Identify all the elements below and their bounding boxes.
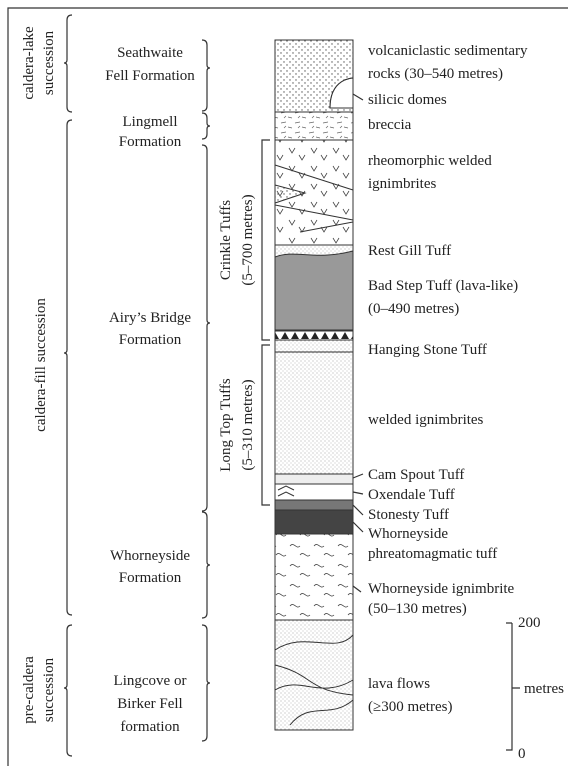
unit-label: Rest Gill Tuff: [368, 243, 451, 259]
formation-label: Formation: [119, 134, 182, 150]
scale-label: 0: [518, 746, 526, 762]
unit-label: silicic domes: [368, 92, 447, 108]
succession-label: caldera-fill succession: [33, 298, 49, 432]
unit-label: volcaniclastic sedimentary: [368, 43, 528, 59]
succession-label: caldera-lake: [21, 26, 37, 100]
formation-label: Formation: [119, 570, 182, 586]
formation-label: formation: [120, 719, 180, 735]
unit-label: Whorneyside: [368, 526, 448, 542]
formation-label: Whorneyside: [110, 548, 190, 564]
unit-label: (≥300 metres): [368, 699, 452, 715]
formation-label: Seathwaite: [117, 45, 183, 61]
formation-label: Formation: [119, 332, 182, 348]
succession-label: succession: [41, 30, 57, 95]
formation-label: Birker Fell: [117, 696, 182, 712]
scale-label: 200: [518, 615, 541, 631]
unit-label: Oxendale Tuff: [368, 487, 455, 503]
unit-label: (50–130 metres): [368, 601, 467, 617]
group-labels: Crinkle Tuffs (5–700 metres) Long Top Tu…: [218, 194, 256, 471]
formation-label: Lingmell: [123, 114, 178, 130]
formation-label: Fell Formation: [105, 68, 195, 84]
unit-label: Stonesty Tuff: [368, 507, 449, 523]
group-label: (5–310 metres): [240, 379, 256, 470]
unit-label: ignimbrites: [368, 176, 436, 192]
unit-labels: volcaniclastic sedimentary rocks (30–540…: [368, 43, 528, 715]
diagram: caldera-lake succession caldera-fill suc…: [0, 0, 576, 766]
unit-label: phreatomagmatic tuff: [368, 546, 497, 562]
scale: 200 metres 0: [518, 615, 564, 762]
unit-label: rocks (30–540 metres): [368, 66, 503, 82]
succession-label: pre-caldera: [21, 656, 37, 724]
succession-label: succession: [41, 657, 57, 722]
unit-label: Hanging Stone Tuff: [368, 342, 487, 358]
unit-label: Whorneyside ignimbrite: [368, 581, 515, 597]
unit-label: Cam Spout Tuff: [368, 467, 464, 483]
group-label: (5–700 metres): [240, 194, 256, 285]
group-label: Crinkle Tuffs: [218, 200, 234, 280]
unit-label: lava flows: [368, 676, 430, 692]
scale-label: metres: [524, 681, 564, 697]
unit-label: welded ignimbrites: [368, 412, 484, 428]
unit-label: rheomorphic welded: [368, 153, 492, 169]
column: [275, 40, 353, 730]
unit-label: breccia: [368, 117, 412, 133]
succession-labels: caldera-lake succession caldera-fill suc…: [21, 26, 57, 724]
unit-label: (0–490 metres): [368, 301, 459, 317]
formation-labels: Seathwaite Fell Formation Lingmell Forma…: [105, 45, 195, 735]
unit-label: Bad Step Tuff (lava-like): [368, 278, 518, 294]
group-label: Long Top Tuffs: [218, 378, 234, 472]
formation-label: Lingcove or: [114, 673, 187, 689]
formation-label: Airy’s Bridge: [109, 310, 191, 326]
